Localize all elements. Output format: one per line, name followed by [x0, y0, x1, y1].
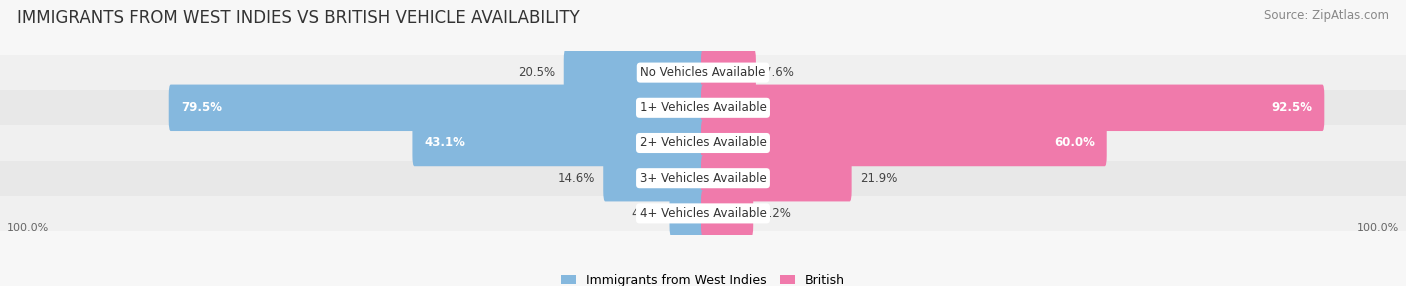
- Text: 100.0%: 100.0%: [7, 223, 49, 233]
- FancyBboxPatch shape: [702, 49, 756, 96]
- Text: 3+ Vehicles Available: 3+ Vehicles Available: [640, 172, 766, 185]
- Text: 14.6%: 14.6%: [558, 172, 595, 185]
- FancyBboxPatch shape: [564, 49, 704, 96]
- Text: 7.2%: 7.2%: [761, 207, 792, 220]
- Legend: Immigrants from West Indies, British: Immigrants from West Indies, British: [561, 274, 845, 286]
- FancyBboxPatch shape: [603, 155, 704, 201]
- Bar: [0, 55, 1406, 90]
- Text: 79.5%: 79.5%: [181, 101, 222, 114]
- FancyBboxPatch shape: [412, 120, 704, 166]
- Text: 4+ Vehicles Available: 4+ Vehicles Available: [640, 207, 766, 220]
- Text: 100.0%: 100.0%: [1357, 223, 1399, 233]
- Text: 7.6%: 7.6%: [763, 66, 794, 79]
- Text: 43.1%: 43.1%: [425, 136, 465, 150]
- Bar: [0, 161, 1406, 196]
- Text: 21.9%: 21.9%: [859, 172, 897, 185]
- Text: 1+ Vehicles Available: 1+ Vehicles Available: [640, 101, 766, 114]
- Bar: [0, 125, 1406, 161]
- Text: Source: ZipAtlas.com: Source: ZipAtlas.com: [1264, 9, 1389, 21]
- Text: 60.0%: 60.0%: [1053, 136, 1095, 150]
- Bar: [0, 90, 1406, 125]
- Bar: [0, 196, 1406, 231]
- Text: IMMIGRANTS FROM WEST INDIES VS BRITISH VEHICLE AVAILABILITY: IMMIGRANTS FROM WEST INDIES VS BRITISH V…: [17, 9, 579, 27]
- FancyBboxPatch shape: [702, 155, 852, 201]
- Text: 92.5%: 92.5%: [1271, 101, 1312, 114]
- FancyBboxPatch shape: [702, 190, 754, 237]
- Text: 20.5%: 20.5%: [519, 66, 555, 79]
- Text: 2+ Vehicles Available: 2+ Vehicles Available: [640, 136, 766, 150]
- FancyBboxPatch shape: [702, 120, 1107, 166]
- Text: 4.7%: 4.7%: [631, 207, 661, 220]
- FancyBboxPatch shape: [169, 85, 704, 131]
- Text: No Vehicles Available: No Vehicles Available: [640, 66, 766, 79]
- FancyBboxPatch shape: [669, 190, 704, 237]
- FancyBboxPatch shape: [702, 85, 1324, 131]
